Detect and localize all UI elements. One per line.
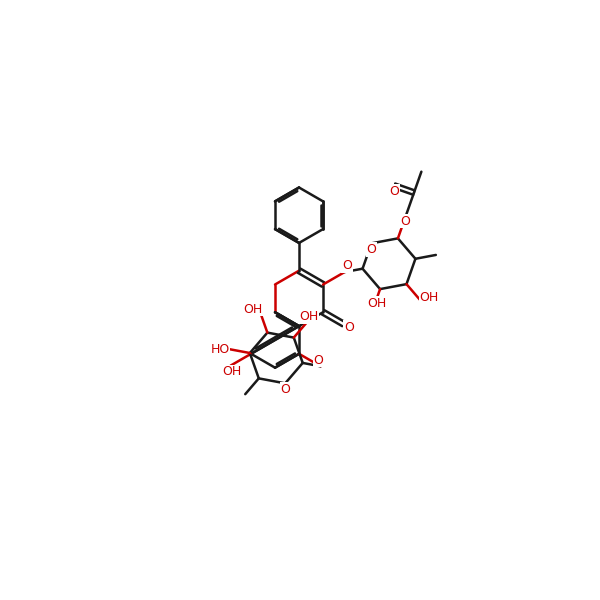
Text: OH: OH bbox=[367, 297, 386, 310]
Text: O: O bbox=[367, 243, 376, 256]
Text: OH: OH bbox=[419, 291, 439, 304]
Text: OH: OH bbox=[299, 310, 319, 323]
Text: O: O bbox=[280, 383, 290, 396]
Text: O: O bbox=[389, 185, 400, 197]
Text: O: O bbox=[400, 215, 410, 227]
Text: O: O bbox=[344, 320, 354, 334]
Text: OH: OH bbox=[243, 302, 262, 316]
Text: O: O bbox=[342, 259, 352, 272]
Text: HO: HO bbox=[211, 343, 230, 356]
Text: O: O bbox=[313, 353, 323, 367]
Text: OH: OH bbox=[223, 365, 242, 378]
